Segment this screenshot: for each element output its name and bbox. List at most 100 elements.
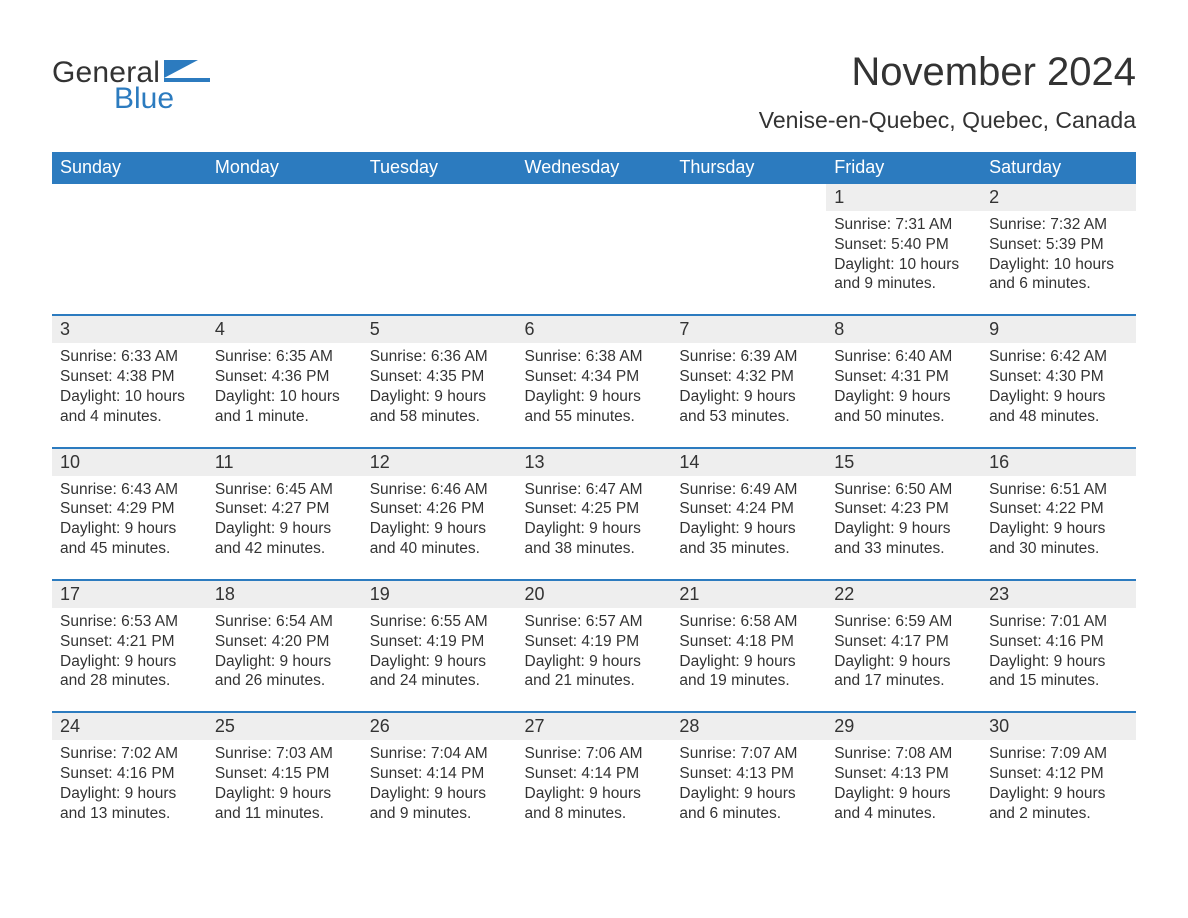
- day-number-cell: 27: [517, 713, 672, 740]
- sunrise-text: Sunrise: 7:04 AM: [370, 744, 509, 764]
- daylight-text: Daylight: 9 hours and 45 minutes.: [60, 519, 199, 559]
- sunset-text: Sunset: 4:20 PM: [215, 632, 354, 652]
- day-number-cell: 4: [207, 316, 362, 343]
- day-detail-cell: Sunrise: 7:01 AMSunset: 4:16 PMDaylight:…: [981, 608, 1136, 712]
- day-detail-cell: Sunrise: 6:53 AMSunset: 4:21 PMDaylight:…: [52, 608, 207, 712]
- day-detail-cell: [207, 211, 362, 315]
- sunset-text: Sunset: 4:17 PM: [834, 632, 973, 652]
- day-detail-cell: [517, 211, 672, 315]
- sunset-text: Sunset: 4:32 PM: [679, 367, 818, 387]
- day-number-cell: 30: [981, 713, 1136, 740]
- sunset-text: Sunset: 5:39 PM: [989, 235, 1128, 255]
- daylight-text: Daylight: 9 hours and 11 minutes.: [215, 784, 354, 824]
- sunrise-text: Sunrise: 6:38 AM: [525, 347, 664, 367]
- sunrise-text: Sunrise: 6:40 AM: [834, 347, 973, 367]
- day-detail-row: Sunrise: 6:53 AMSunset: 4:21 PMDaylight:…: [52, 608, 1136, 712]
- weekday-header-row: Sunday Monday Tuesday Wednesday Thursday…: [52, 152, 1136, 184]
- day-number-row: 10111213141516: [52, 449, 1136, 476]
- day-number-cell: 12: [362, 449, 517, 476]
- day-detail-cell: Sunrise: 6:36 AMSunset: 4:35 PMDaylight:…: [362, 343, 517, 447]
- day-number-row: 24252627282930: [52, 713, 1136, 740]
- sunrise-text: Sunrise: 6:36 AM: [370, 347, 509, 367]
- location: Venise-en-Quebec, Quebec, Canada: [759, 107, 1136, 134]
- sunset-text: Sunset: 4:14 PM: [525, 764, 664, 784]
- daylight-text: Daylight: 9 hours and 35 minutes.: [679, 519, 818, 559]
- sunset-text: Sunset: 4:25 PM: [525, 499, 664, 519]
- weekday-header: Saturday: [981, 152, 1136, 184]
- day-detail-cell: [671, 211, 826, 315]
- weekday-header: Tuesday: [362, 152, 517, 184]
- sunrise-text: Sunrise: 6:59 AM: [834, 612, 973, 632]
- sunrise-text: Sunrise: 6:43 AM: [60, 480, 199, 500]
- daylight-text: Daylight: 9 hours and 19 minutes.: [679, 652, 818, 692]
- daylight-text: Daylight: 9 hours and 30 minutes.: [989, 519, 1128, 559]
- day-number-cell: 6: [517, 316, 672, 343]
- day-number-cell: 28: [671, 713, 826, 740]
- sunset-text: Sunset: 4:19 PM: [525, 632, 664, 652]
- sunset-text: Sunset: 4:23 PM: [834, 499, 973, 519]
- day-detail-cell: Sunrise: 7:31 AMSunset: 5:40 PMDaylight:…: [826, 211, 981, 315]
- sunrise-text: Sunrise: 6:45 AM: [215, 480, 354, 500]
- sunrise-text: Sunrise: 6:46 AM: [370, 480, 509, 500]
- sunset-text: Sunset: 4:31 PM: [834, 367, 973, 387]
- day-number-cell: 20: [517, 581, 672, 608]
- day-detail-cell: Sunrise: 6:57 AMSunset: 4:19 PMDaylight:…: [517, 608, 672, 712]
- day-detail-cell: Sunrise: 6:33 AMSunset: 4:38 PMDaylight:…: [52, 343, 207, 447]
- sunrise-text: Sunrise: 7:03 AM: [215, 744, 354, 764]
- day-detail-cell: Sunrise: 6:54 AMSunset: 4:20 PMDaylight:…: [207, 608, 362, 712]
- daylight-text: Daylight: 9 hours and 4 minutes.: [834, 784, 973, 824]
- day-detail-cell: Sunrise: 6:35 AMSunset: 4:36 PMDaylight:…: [207, 343, 362, 447]
- sunrise-text: Sunrise: 6:39 AM: [679, 347, 818, 367]
- sunset-text: Sunset: 4:38 PM: [60, 367, 199, 387]
- day-number-cell: [207, 184, 362, 211]
- sunset-text: Sunset: 4:24 PM: [679, 499, 818, 519]
- sunrise-text: Sunrise: 6:51 AM: [989, 480, 1128, 500]
- day-detail-cell: Sunrise: 7:32 AMSunset: 5:39 PMDaylight:…: [981, 211, 1136, 315]
- day-number-cell: 11: [207, 449, 362, 476]
- weekday-header: Wednesday: [517, 152, 672, 184]
- sunrise-text: Sunrise: 6:55 AM: [370, 612, 509, 632]
- daylight-text: Daylight: 9 hours and 21 minutes.: [525, 652, 664, 692]
- day-number-cell: 18: [207, 581, 362, 608]
- daylight-text: Daylight: 9 hours and 50 minutes.: [834, 387, 973, 427]
- daylight-text: Daylight: 10 hours and 1 minute.: [215, 387, 354, 427]
- day-number-cell: 29: [826, 713, 981, 740]
- day-detail-row: Sunrise: 6:33 AMSunset: 4:38 PMDaylight:…: [52, 343, 1136, 447]
- day-number-cell: 25: [207, 713, 362, 740]
- sunset-text: Sunset: 4:27 PM: [215, 499, 354, 519]
- sunrise-text: Sunrise: 7:09 AM: [989, 744, 1128, 764]
- daylight-text: Daylight: 10 hours and 9 minutes.: [834, 255, 973, 295]
- header: General Blue November 2024 Venise-en-Que…: [52, 50, 1136, 134]
- daylight-text: Daylight: 9 hours and 2 minutes.: [989, 784, 1128, 824]
- weekday-header: Thursday: [671, 152, 826, 184]
- title-block: November 2024 Venise-en-Quebec, Quebec, …: [759, 50, 1136, 134]
- sunrise-text: Sunrise: 7:32 AM: [989, 215, 1128, 235]
- daylight-text: Daylight: 9 hours and 26 minutes.: [215, 652, 354, 692]
- daylight-text: Daylight: 9 hours and 13 minutes.: [60, 784, 199, 824]
- day-number-cell: 7: [671, 316, 826, 343]
- day-detail-cell: Sunrise: 6:45 AMSunset: 4:27 PMDaylight:…: [207, 476, 362, 580]
- day-number-cell: [362, 184, 517, 211]
- day-number-cell: 24: [52, 713, 207, 740]
- day-number-cell: 21: [671, 581, 826, 608]
- day-detail-cell: Sunrise: 6:50 AMSunset: 4:23 PMDaylight:…: [826, 476, 981, 580]
- day-number-cell: 10: [52, 449, 207, 476]
- sunrise-text: Sunrise: 7:02 AM: [60, 744, 199, 764]
- day-number-cell: [671, 184, 826, 211]
- sunset-text: Sunset: 4:29 PM: [60, 499, 199, 519]
- day-number-cell: 1: [826, 184, 981, 211]
- day-detail-cell: Sunrise: 6:39 AMSunset: 4:32 PMDaylight:…: [671, 343, 826, 447]
- day-detail-cell: Sunrise: 6:43 AMSunset: 4:29 PMDaylight:…: [52, 476, 207, 580]
- daylight-text: Daylight: 10 hours and 4 minutes.: [60, 387, 199, 427]
- sunset-text: Sunset: 4:21 PM: [60, 632, 199, 652]
- sunrise-text: Sunrise: 7:07 AM: [679, 744, 818, 764]
- day-number-row: 17181920212223: [52, 581, 1136, 608]
- month-title: November 2024: [759, 50, 1136, 95]
- day-detail-cell: Sunrise: 6:49 AMSunset: 4:24 PMDaylight:…: [671, 476, 826, 580]
- daylight-text: Daylight: 9 hours and 24 minutes.: [370, 652, 509, 692]
- day-number-cell: 19: [362, 581, 517, 608]
- sunrise-text: Sunrise: 6:50 AM: [834, 480, 973, 500]
- daylight-text: Daylight: 9 hours and 38 minutes.: [525, 519, 664, 559]
- day-detail-row: Sunrise: 7:31 AMSunset: 5:40 PMDaylight:…: [52, 211, 1136, 315]
- weekday-header: Friday: [826, 152, 981, 184]
